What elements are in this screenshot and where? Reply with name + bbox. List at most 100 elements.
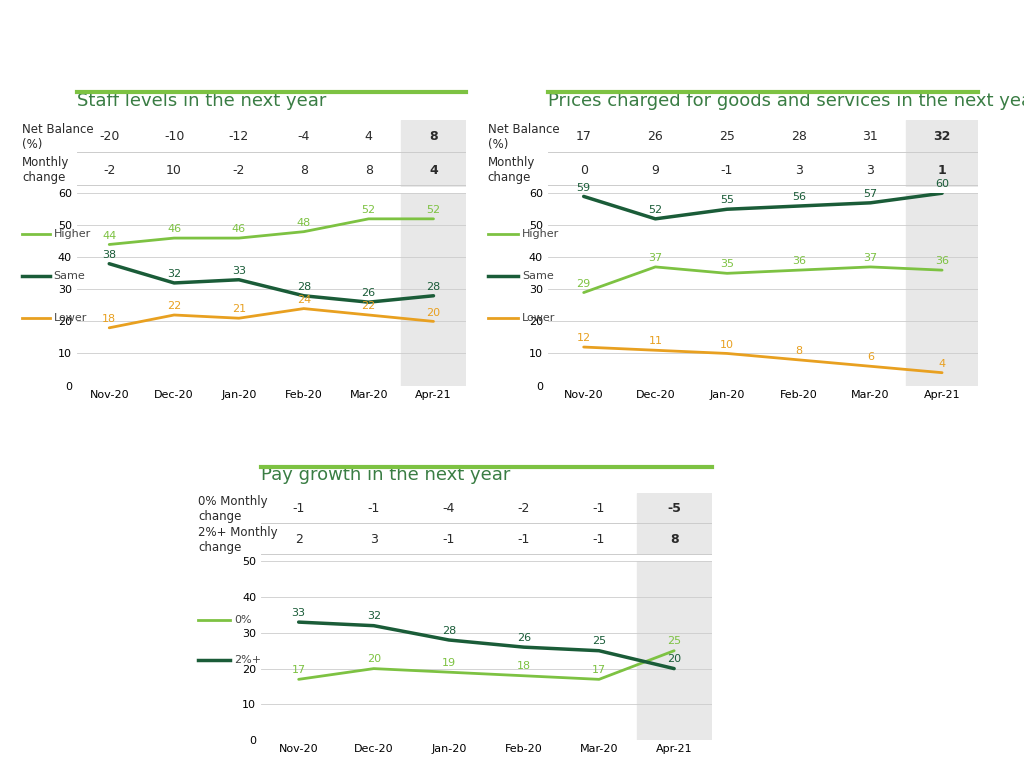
Text: 28: 28: [297, 282, 311, 292]
Text: 12: 12: [577, 333, 591, 343]
Text: -1: -1: [368, 503, 380, 515]
Text: Prices charged for goods and services in the next year: Prices charged for goods and services in…: [548, 93, 1024, 110]
Text: 3: 3: [370, 534, 378, 546]
Text: 10: 10: [166, 163, 182, 177]
Text: 20: 20: [367, 655, 381, 665]
Text: -5: -5: [668, 503, 681, 515]
Text: Higher: Higher: [53, 228, 91, 238]
Bar: [906, 120, 978, 153]
Text: 29: 29: [577, 278, 591, 288]
Text: 56: 56: [792, 192, 806, 202]
Text: 52: 52: [361, 205, 376, 215]
Text: -2: -2: [232, 163, 245, 177]
Text: -1: -1: [721, 163, 733, 177]
Text: 8: 8: [300, 163, 308, 177]
Text: 22: 22: [361, 301, 376, 311]
Text: 2%+ Monthly
change: 2%+ Monthly change: [198, 526, 278, 554]
Text: Staff levels in the next year: Staff levels in the next year: [77, 93, 327, 110]
Text: 24: 24: [297, 295, 311, 305]
Text: Same: Same: [522, 271, 554, 281]
Text: 18: 18: [517, 662, 531, 672]
Text: 35: 35: [720, 260, 734, 270]
Text: 20: 20: [667, 655, 681, 665]
Text: 44: 44: [102, 231, 117, 241]
Text: 4: 4: [429, 163, 438, 177]
Text: Lower: Lower: [522, 313, 555, 323]
Text: 36: 36: [792, 256, 806, 266]
Text: 6: 6: [867, 352, 873, 362]
Text: 52: 52: [426, 205, 440, 215]
Text: 25: 25: [592, 636, 606, 646]
Text: 55: 55: [720, 195, 734, 205]
Text: 48: 48: [297, 218, 311, 227]
Text: Pay growth in the next year: Pay growth in the next year: [261, 466, 511, 484]
Text: 20: 20: [426, 308, 440, 318]
Text: 37: 37: [863, 253, 878, 263]
Text: Monthly
change: Monthly change: [23, 156, 70, 184]
Text: 28: 28: [426, 282, 440, 292]
Text: 17: 17: [575, 130, 592, 143]
Text: -2: -2: [518, 503, 530, 515]
Text: 46: 46: [167, 224, 181, 234]
Text: 19: 19: [441, 658, 456, 668]
Bar: [401, 120, 466, 153]
Text: 46: 46: [231, 224, 246, 234]
Text: -1: -1: [442, 534, 455, 546]
Text: 33: 33: [231, 266, 246, 276]
Text: Same: Same: [53, 271, 85, 281]
Text: 52: 52: [648, 205, 663, 215]
Text: 28: 28: [441, 626, 456, 636]
Text: 26: 26: [361, 288, 376, 298]
Text: 3: 3: [866, 163, 874, 177]
Text: 0% Monthly
change: 0% Monthly change: [198, 495, 267, 523]
Text: Monthly
change: Monthly change: [487, 156, 535, 184]
Bar: [637, 493, 712, 524]
Bar: [401, 153, 466, 187]
Text: -1: -1: [518, 534, 530, 546]
Bar: [637, 524, 712, 555]
Text: 22: 22: [167, 301, 181, 311]
Text: -12: -12: [228, 130, 249, 143]
Text: 32: 32: [367, 611, 381, 621]
Text: 2%+: 2%+: [234, 655, 261, 665]
Text: 18: 18: [102, 314, 117, 324]
Text: 26: 26: [517, 633, 531, 643]
Bar: [906, 194, 978, 386]
Text: 11: 11: [648, 336, 663, 346]
Text: 25: 25: [667, 636, 681, 646]
Text: 36: 36: [935, 256, 949, 266]
Text: 59: 59: [577, 183, 591, 193]
Text: 60: 60: [935, 180, 949, 190]
Text: -4: -4: [298, 130, 310, 143]
Text: 1: 1: [938, 163, 946, 177]
Text: 57: 57: [863, 189, 878, 199]
Text: -20: -20: [99, 130, 120, 143]
Text: -1: -1: [593, 503, 605, 515]
Text: Higher: Higher: [522, 228, 559, 238]
Text: 28: 28: [791, 130, 807, 143]
Bar: [906, 153, 978, 187]
Text: 25: 25: [719, 130, 735, 143]
Bar: [401, 194, 466, 386]
Text: 37: 37: [648, 253, 663, 263]
Text: 26: 26: [647, 130, 664, 143]
Text: 17: 17: [292, 665, 306, 675]
Text: -4: -4: [442, 503, 455, 515]
Text: 0: 0: [580, 163, 588, 177]
Text: 17: 17: [592, 665, 606, 675]
Text: -2: -2: [103, 163, 116, 177]
Text: Net Balance
(%): Net Balance (%): [23, 123, 94, 151]
Text: 8: 8: [670, 534, 679, 546]
Text: 8: 8: [796, 346, 802, 356]
Text: Net Balance
(%): Net Balance (%): [487, 123, 559, 151]
Text: 31: 31: [862, 130, 879, 143]
Text: 3: 3: [795, 163, 803, 177]
Text: 8: 8: [429, 130, 438, 143]
Text: 8: 8: [365, 163, 373, 177]
Text: -1: -1: [593, 534, 605, 546]
Text: 2: 2: [295, 534, 303, 546]
Text: -1: -1: [293, 503, 305, 515]
Bar: [637, 561, 712, 740]
Text: 33: 33: [292, 608, 306, 618]
Text: Lower: Lower: [53, 313, 87, 323]
